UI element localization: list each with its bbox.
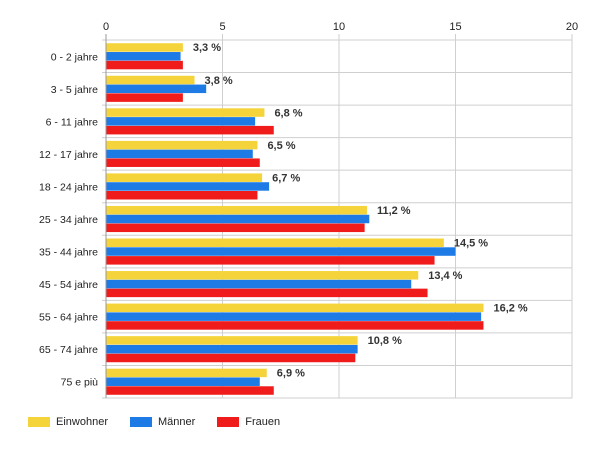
bar-mnner bbox=[106, 344, 358, 354]
bar-frauen bbox=[106, 191, 258, 200]
legend-item: Frauen bbox=[217, 416, 280, 428]
category-label: 12 - 17 jahre bbox=[39, 149, 98, 161]
bar-frauen bbox=[106, 321, 484, 330]
category-label: 35 - 44 jahre bbox=[39, 247, 98, 259]
legend-swatch bbox=[28, 417, 50, 427]
x-tick-label: 5 bbox=[219, 21, 225, 33]
bar-frauen bbox=[106, 93, 183, 102]
grid-layer bbox=[102, 34, 573, 399]
x-tick-label: 15 bbox=[449, 21, 461, 33]
legend-label: Einwohner bbox=[56, 416, 108, 428]
bar-einwohner bbox=[106, 303, 484, 313]
data-label: 10,8 % bbox=[368, 335, 402, 347]
x-tick-label: 10 bbox=[333, 21, 345, 33]
category-label: 25 - 34 jahre bbox=[39, 214, 98, 226]
bar-mnner bbox=[106, 117, 256, 126]
category-label: 6 - 11 jahre bbox=[46, 116, 98, 128]
data-label: 6,8 % bbox=[274, 107, 302, 119]
x-tick-label: 20 bbox=[566, 21, 578, 33]
category-label: 65 - 74 jahre bbox=[39, 344, 98, 356]
bar-frauen bbox=[106, 386, 274, 395]
bar-mnner bbox=[106, 377, 260, 386]
bar-einwohner bbox=[106, 271, 419, 280]
bar-einwohner bbox=[106, 108, 265, 117]
data-label: 3,3 % bbox=[193, 42, 221, 54]
bar-frauen bbox=[106, 223, 365, 233]
bar-einwohner bbox=[106, 205, 367, 215]
bar-frauen bbox=[106, 158, 260, 167]
bar-einwohner bbox=[106, 368, 267, 378]
data-label: 13,4 % bbox=[428, 270, 462, 282]
legend-label: Männer bbox=[157, 416, 196, 428]
bar-frauen bbox=[106, 125, 274, 135]
data-label: 16,2 % bbox=[493, 303, 527, 315]
legend-swatch bbox=[217, 417, 240, 427]
axis-layer: 0 5 10 15 20 0 - 2 jahre 3 - 5 jahre 6 - 11 jah… bbox=[39, 21, 578, 398]
bar-mnner bbox=[106, 214, 370, 224]
category-label: 45 - 54 jahre bbox=[39, 279, 98, 291]
bars-layer bbox=[106, 43, 484, 395]
legend: Einwohner Männer Frauen bbox=[28, 416, 280, 428]
bar-mnner bbox=[106, 84, 207, 94]
bar-frauen bbox=[106, 288, 428, 298]
legend-item: Männer bbox=[129, 416, 196, 428]
bar-frauen bbox=[106, 60, 183, 70]
data-label: 11,2 % bbox=[377, 205, 411, 217]
category-label: 3 - 5 jahre bbox=[51, 84, 98, 96]
bar-mnner bbox=[106, 182, 270, 191]
bar-mnner bbox=[106, 247, 456, 256]
bar-einwohner bbox=[106, 173, 263, 182]
bar-mnner bbox=[106, 52, 181, 61]
data-label: 6,5 % bbox=[267, 140, 295, 152]
bar-frauen bbox=[106, 256, 435, 265]
bar-frauen bbox=[106, 353, 356, 363]
legend-swatch bbox=[129, 417, 152, 427]
data-label: 3,8 % bbox=[205, 75, 233, 87]
bar-einwohner bbox=[106, 43, 183, 52]
legend-label: Frauen bbox=[245, 416, 281, 428]
bar-einwohner bbox=[106, 140, 258, 150]
bar-mnner bbox=[106, 149, 253, 159]
data-label: 6,9 % bbox=[277, 368, 305, 380]
bar-mnner bbox=[106, 312, 482, 321]
category-label: 55 - 64 jahre bbox=[39, 312, 98, 324]
category-label: 18 - 24 jahre bbox=[39, 181, 98, 193]
data-label: 14,5 % bbox=[454, 237, 488, 249]
legend-item: Einwohner bbox=[28, 416, 108, 428]
x-tick-label: 0 bbox=[103, 21, 109, 33]
bar-einwohner bbox=[106, 336, 358, 345]
bar-einwohner bbox=[106, 238, 444, 247]
bar-einwohner bbox=[106, 75, 195, 85]
category-label: 75 e più bbox=[61, 377, 99, 389]
category-label: 0 - 2 jahre bbox=[51, 51, 98, 63]
labels-layer: 3,3 % 3,8 % 6,8 % 6,5 % 6,7 % 11,2 % 14,5 % 13,… bbox=[193, 42, 528, 379]
data-label: 6,7 % bbox=[272, 172, 300, 184]
bar-mnner bbox=[106, 279, 412, 289]
